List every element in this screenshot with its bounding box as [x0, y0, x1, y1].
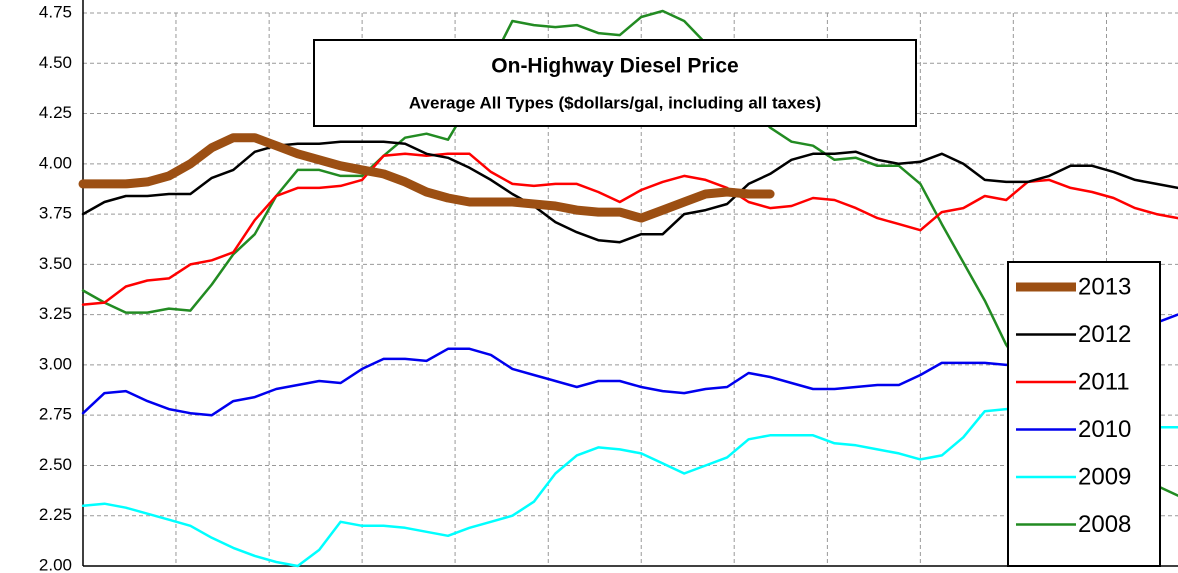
- legend-label: 2009: [1078, 463, 1131, 490]
- title-box: [313, 39, 917, 127]
- legend-label: 2012: [1078, 321, 1131, 348]
- y-tick-label: 4.25: [39, 103, 72, 122]
- legend-label: 2011: [1078, 368, 1130, 395]
- series-line: [81, 407, 1178, 568]
- series-line: [78, 133, 775, 223]
- y-tick-label: 3.50: [39, 254, 72, 273]
- series-line: [81, 152, 1178, 306]
- y-tick-label: 2.00: [39, 555, 72, 573]
- legend-label: 2008: [1078, 511, 1131, 538]
- legend-label: 2010: [1078, 416, 1131, 443]
- y-tick-label: 4.75: [39, 2, 72, 21]
- chart-subtitle: Average All Types ($dollars/gal, includi…: [409, 93, 821, 112]
- y-tick-label: 3.25: [39, 304, 72, 323]
- legend-label: 2013: [1078, 273, 1131, 300]
- series-line: [81, 9, 1178, 497]
- y-tick-label: 2.50: [39, 455, 72, 474]
- series-line: [81, 140, 1178, 244]
- legend: 2013 2012 2011 2010 2009 2008: [1007, 261, 1161, 567]
- series-line: [81, 313, 1178, 417]
- legend-box: [1007, 261, 1161, 567]
- chart-title: On-Highway Diesel Price: [491, 55, 738, 78]
- y-tick-label: 3.00: [39, 354, 72, 373]
- y-tick-label: 2.75: [39, 405, 72, 424]
- y-tick-label: 2.25: [39, 505, 72, 524]
- y-tick-label: 3.75: [39, 204, 72, 223]
- y-tick-label: 4.00: [39, 153, 72, 172]
- lines: [78, 9, 1178, 568]
- y-tick-label: 4.50: [39, 53, 72, 72]
